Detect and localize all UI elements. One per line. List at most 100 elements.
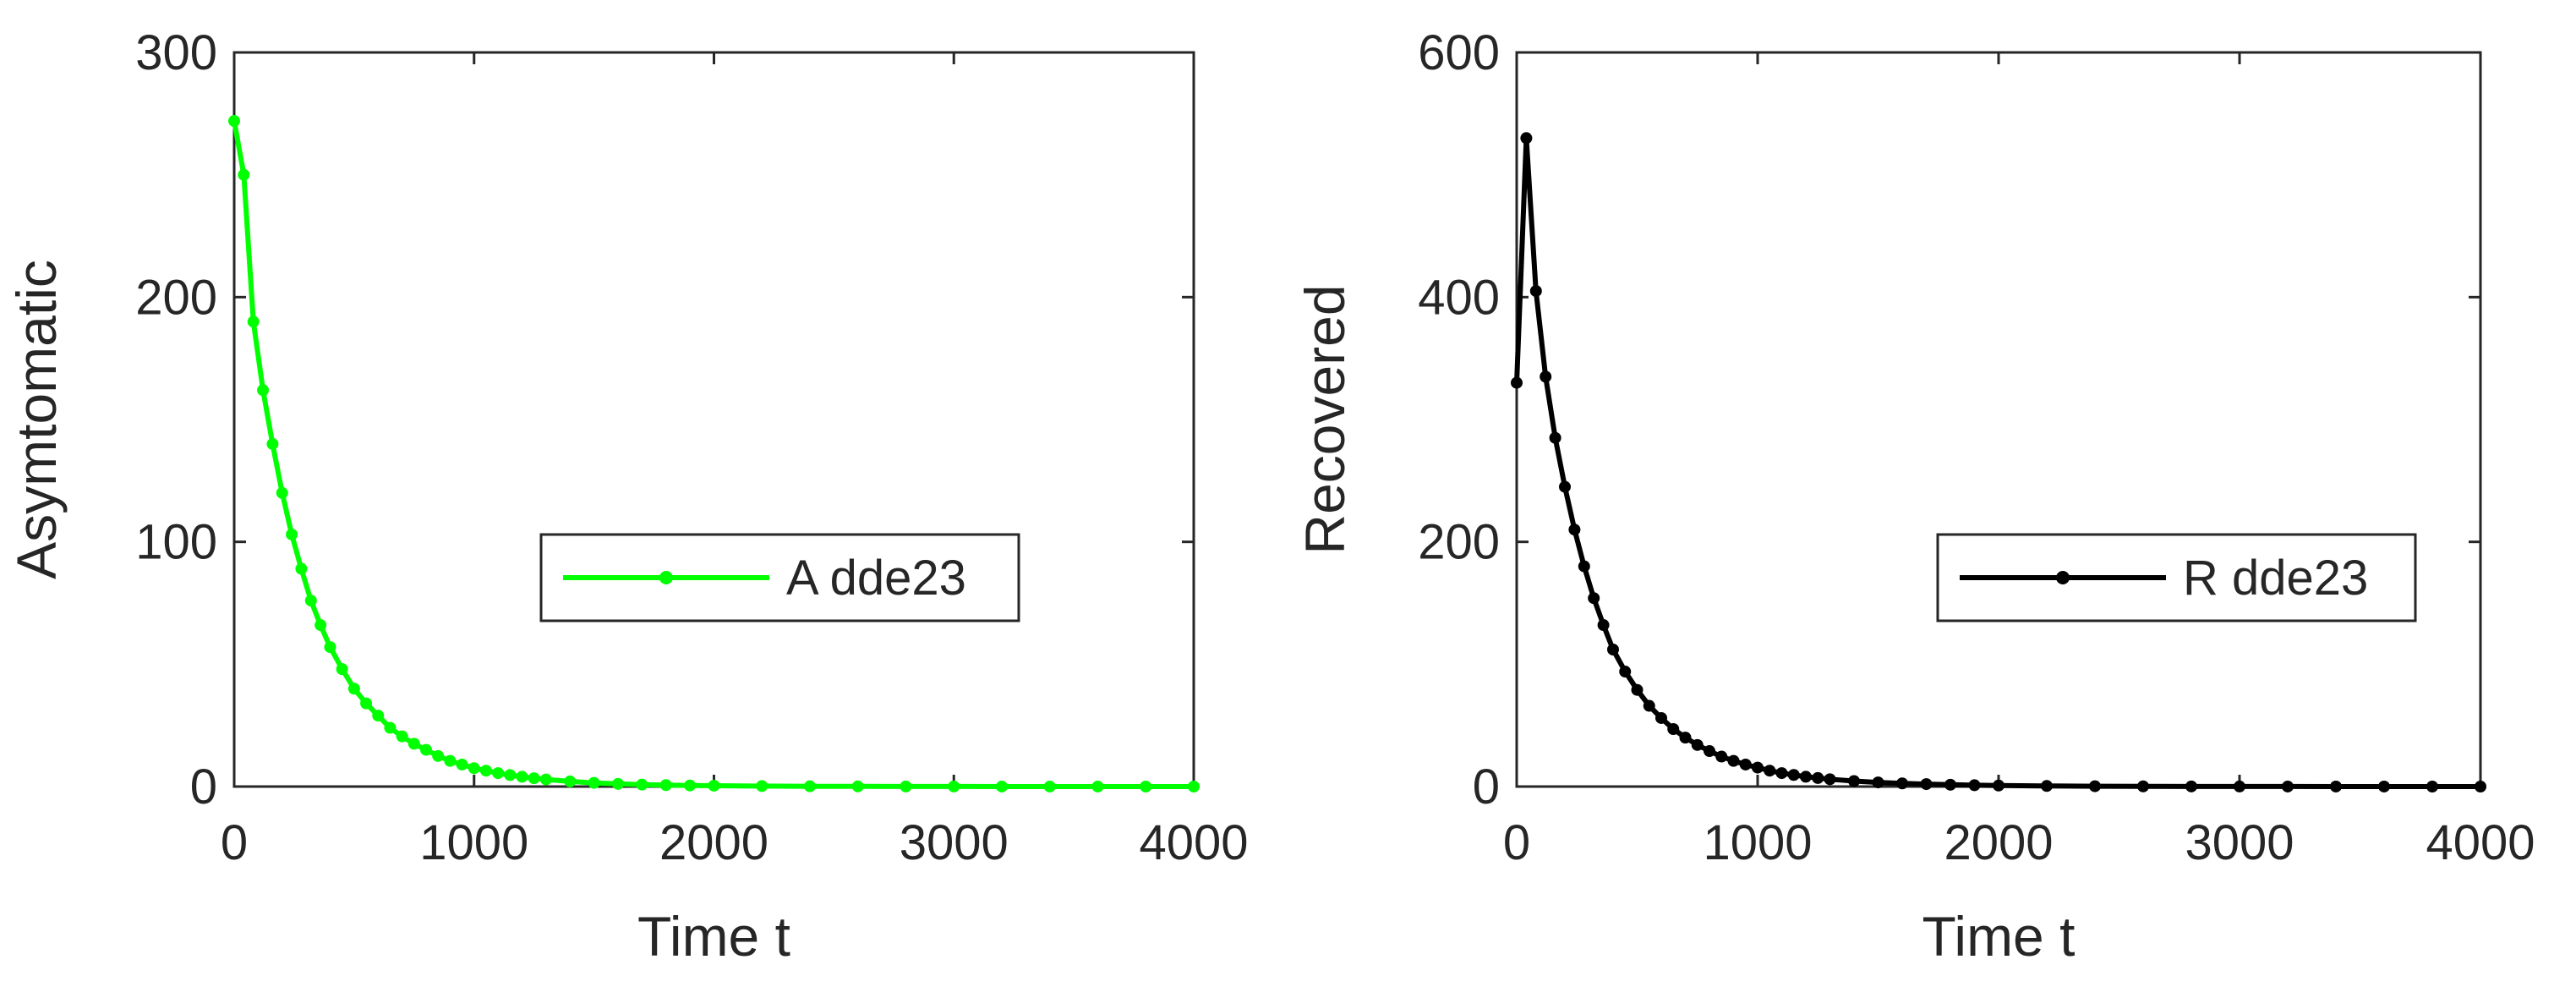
data-point [1549,431,1561,444]
data-point [2426,780,2438,792]
x-axis-title: Time t [1922,905,2076,968]
data-point [900,780,912,792]
data-point [295,562,308,575]
data-point [456,758,468,770]
asymptomatic-chart: 0 1000 2000 3000 4000 0 100 200 300 Time t Asymtom… [5,25,1249,968]
data-point [1619,666,1632,678]
data-point [336,663,348,676]
data-point [1529,285,1542,298]
data-point [1607,643,1619,655]
x-tick-label: 3000 [2185,815,2294,870]
data-point [528,772,540,785]
data-point [516,770,528,783]
data-point [684,779,697,792]
data-point [1824,773,1836,786]
x-tick-label: 2000 [1944,815,2053,870]
data-point [1655,711,1667,724]
x-axis-title: Time t [637,905,790,968]
data-point [1559,480,1571,493]
data-point [1188,780,1200,792]
data-point [1775,767,1788,780]
data-point [996,780,1008,792]
data-point [659,779,672,792]
data-point [314,619,327,632]
x-tick-label: 3000 [900,815,1009,870]
data-point [407,738,420,750]
x-tick-label: 4000 [1139,815,1248,870]
data-point [756,780,768,792]
recovered-chart: 0 1000 2000 3000 4000 0 200 400 600 Time t Recover… [1293,25,2535,968]
data-point [1739,758,1752,770]
data-point [1568,524,1581,536]
data-point [948,780,960,792]
legend-label: R dde23 [2183,551,2368,606]
data-point [479,765,492,777]
data-point [1727,754,1740,767]
legend-marker [2056,571,2070,584]
data-point [851,780,864,792]
data-point [2378,780,2390,792]
data-point [238,168,250,181]
legend-label: A dde23 [786,551,966,606]
data-point [247,315,260,328]
data-point [228,115,240,128]
data-point [804,780,816,792]
data-point [276,486,288,499]
data-point [1091,780,1104,792]
data-point [1787,769,1800,781]
data-point [1752,761,1764,774]
y-tick-label: 0 [190,759,217,814]
data-point [708,779,720,792]
data-point [444,754,457,767]
data-point [1643,699,1655,712]
data-point [1812,771,1824,784]
x-tick-label: 2000 [659,815,768,870]
data-point [2137,780,2149,792]
data-point [492,767,505,780]
data-point [1800,770,1812,783]
data-point [2330,780,2342,792]
data-point [1679,732,1692,744]
data-point [2282,780,2294,792]
data-point [2041,780,2053,792]
data-point [1715,750,1728,763]
data-point [1848,775,1860,787]
data-point [304,595,317,607]
data-point [1540,370,1552,383]
data-point [347,683,360,695]
data-point [1140,780,1152,792]
data-point [564,775,577,787]
data-point [286,528,298,540]
data-point [266,437,279,450]
x-tick-label: 0 [1503,815,1530,870]
data-point [1043,780,1056,792]
data-point [384,721,397,734]
data-point [1764,765,1776,777]
data-point [1704,745,1715,758]
y-axis-title: Recovered [1293,284,1356,554]
y-tick-label: 100 [135,515,217,570]
y-axis-title: Asymtomatic [5,260,68,579]
data-point [2185,780,2197,792]
x-tick-label: 4000 [2426,815,2535,870]
data-point [1578,560,1590,573]
data-point [420,743,432,756]
y-tick-label: 0 [1473,759,1500,814]
y-tick-label: 400 [1418,270,1500,325]
legend-marker [659,571,673,584]
data-point [1993,779,2004,792]
data-point [504,769,517,781]
y-tick-label: 600 [1418,25,1500,80]
data-point [2475,780,2486,792]
data-point [2234,780,2245,792]
data-point [360,697,373,710]
data-point [1588,592,1600,605]
data-point [1691,738,1704,751]
y-tick-label: 200 [135,270,217,325]
legend: R dde23 [1936,533,2417,622]
y-tick-label: 200 [1418,515,1500,570]
data-point [2089,780,2101,792]
data-point [468,762,480,775]
